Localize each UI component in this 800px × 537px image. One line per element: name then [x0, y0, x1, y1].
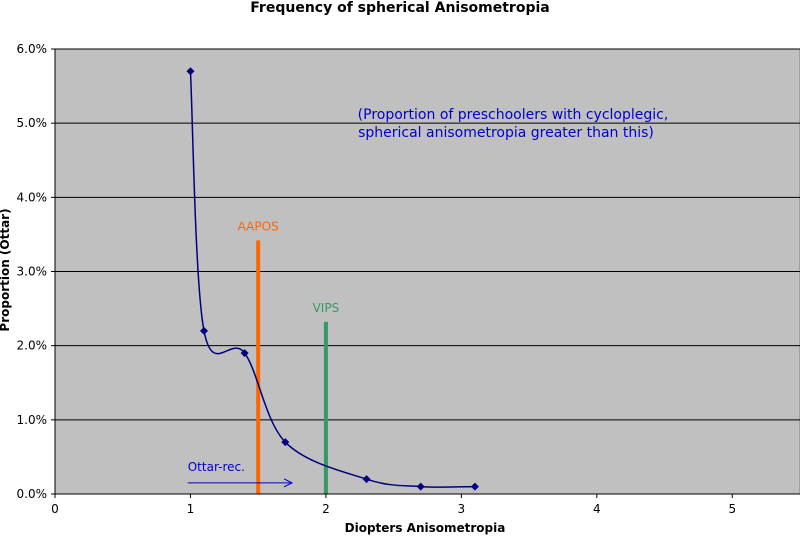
arrow-label: Ottar-rec.: [188, 460, 245, 474]
x-axis-label: Diopters Anisometropia: [345, 521, 506, 535]
data-point: [416, 482, 425, 491]
data-point: [200, 326, 208, 335]
gridlines: [55, 48, 800, 421]
data-point: [362, 475, 371, 484]
axes: 0.0% 1.0% 2.0% 3.0% 4.0% 5.0% 6.0% 0 1 2 3 4 5: [17, 42, 800, 516]
note-line-2: spherical anisometropia greater than thi…: [358, 125, 654, 141]
data-point: [470, 482, 479, 491]
x-tick-label: 1: [187, 502, 195, 516]
reference-line-label: AAPOS: [238, 219, 279, 233]
arrow-head: [283, 478, 294, 488]
series-layer: [186, 67, 479, 491]
y-tick-label: 6.0%: [17, 42, 48, 56]
x-tick-label: 3: [458, 502, 466, 516]
note-line-1: (Proportion of preschoolers with cyclopl…: [358, 107, 669, 123]
y-tick-label: 5.0%: [17, 116, 48, 130]
x-tick-label: 0: [51, 502, 59, 516]
series-line: [189, 71, 475, 488]
reference-line-label: VIPS: [313, 301, 340, 315]
x-tick-label: 4: [593, 502, 601, 516]
y-tick-label: 0.0%: [17, 487, 48, 501]
data-point: [186, 67, 195, 76]
y-tick-label: 3.0%: [17, 265, 48, 279]
chart-title: Frequency of spherical Anisometropia: [250, 0, 549, 16]
y-tick-label: 4.0%: [17, 190, 48, 204]
y-axis-label: Proportion (Ottar): [0, 208, 12, 331]
x-tick-label: 5: [728, 502, 736, 516]
data-point: [240, 349, 249, 358]
y-tick-label: 1.0%: [17, 413, 48, 427]
data-point: [281, 438, 290, 447]
x-tick-label: 2: [322, 502, 330, 516]
annotations: (Proportion of preschoolers with cyclopl…: [187, 107, 669, 488]
y-tick-label: 2.0%: [17, 339, 48, 353]
